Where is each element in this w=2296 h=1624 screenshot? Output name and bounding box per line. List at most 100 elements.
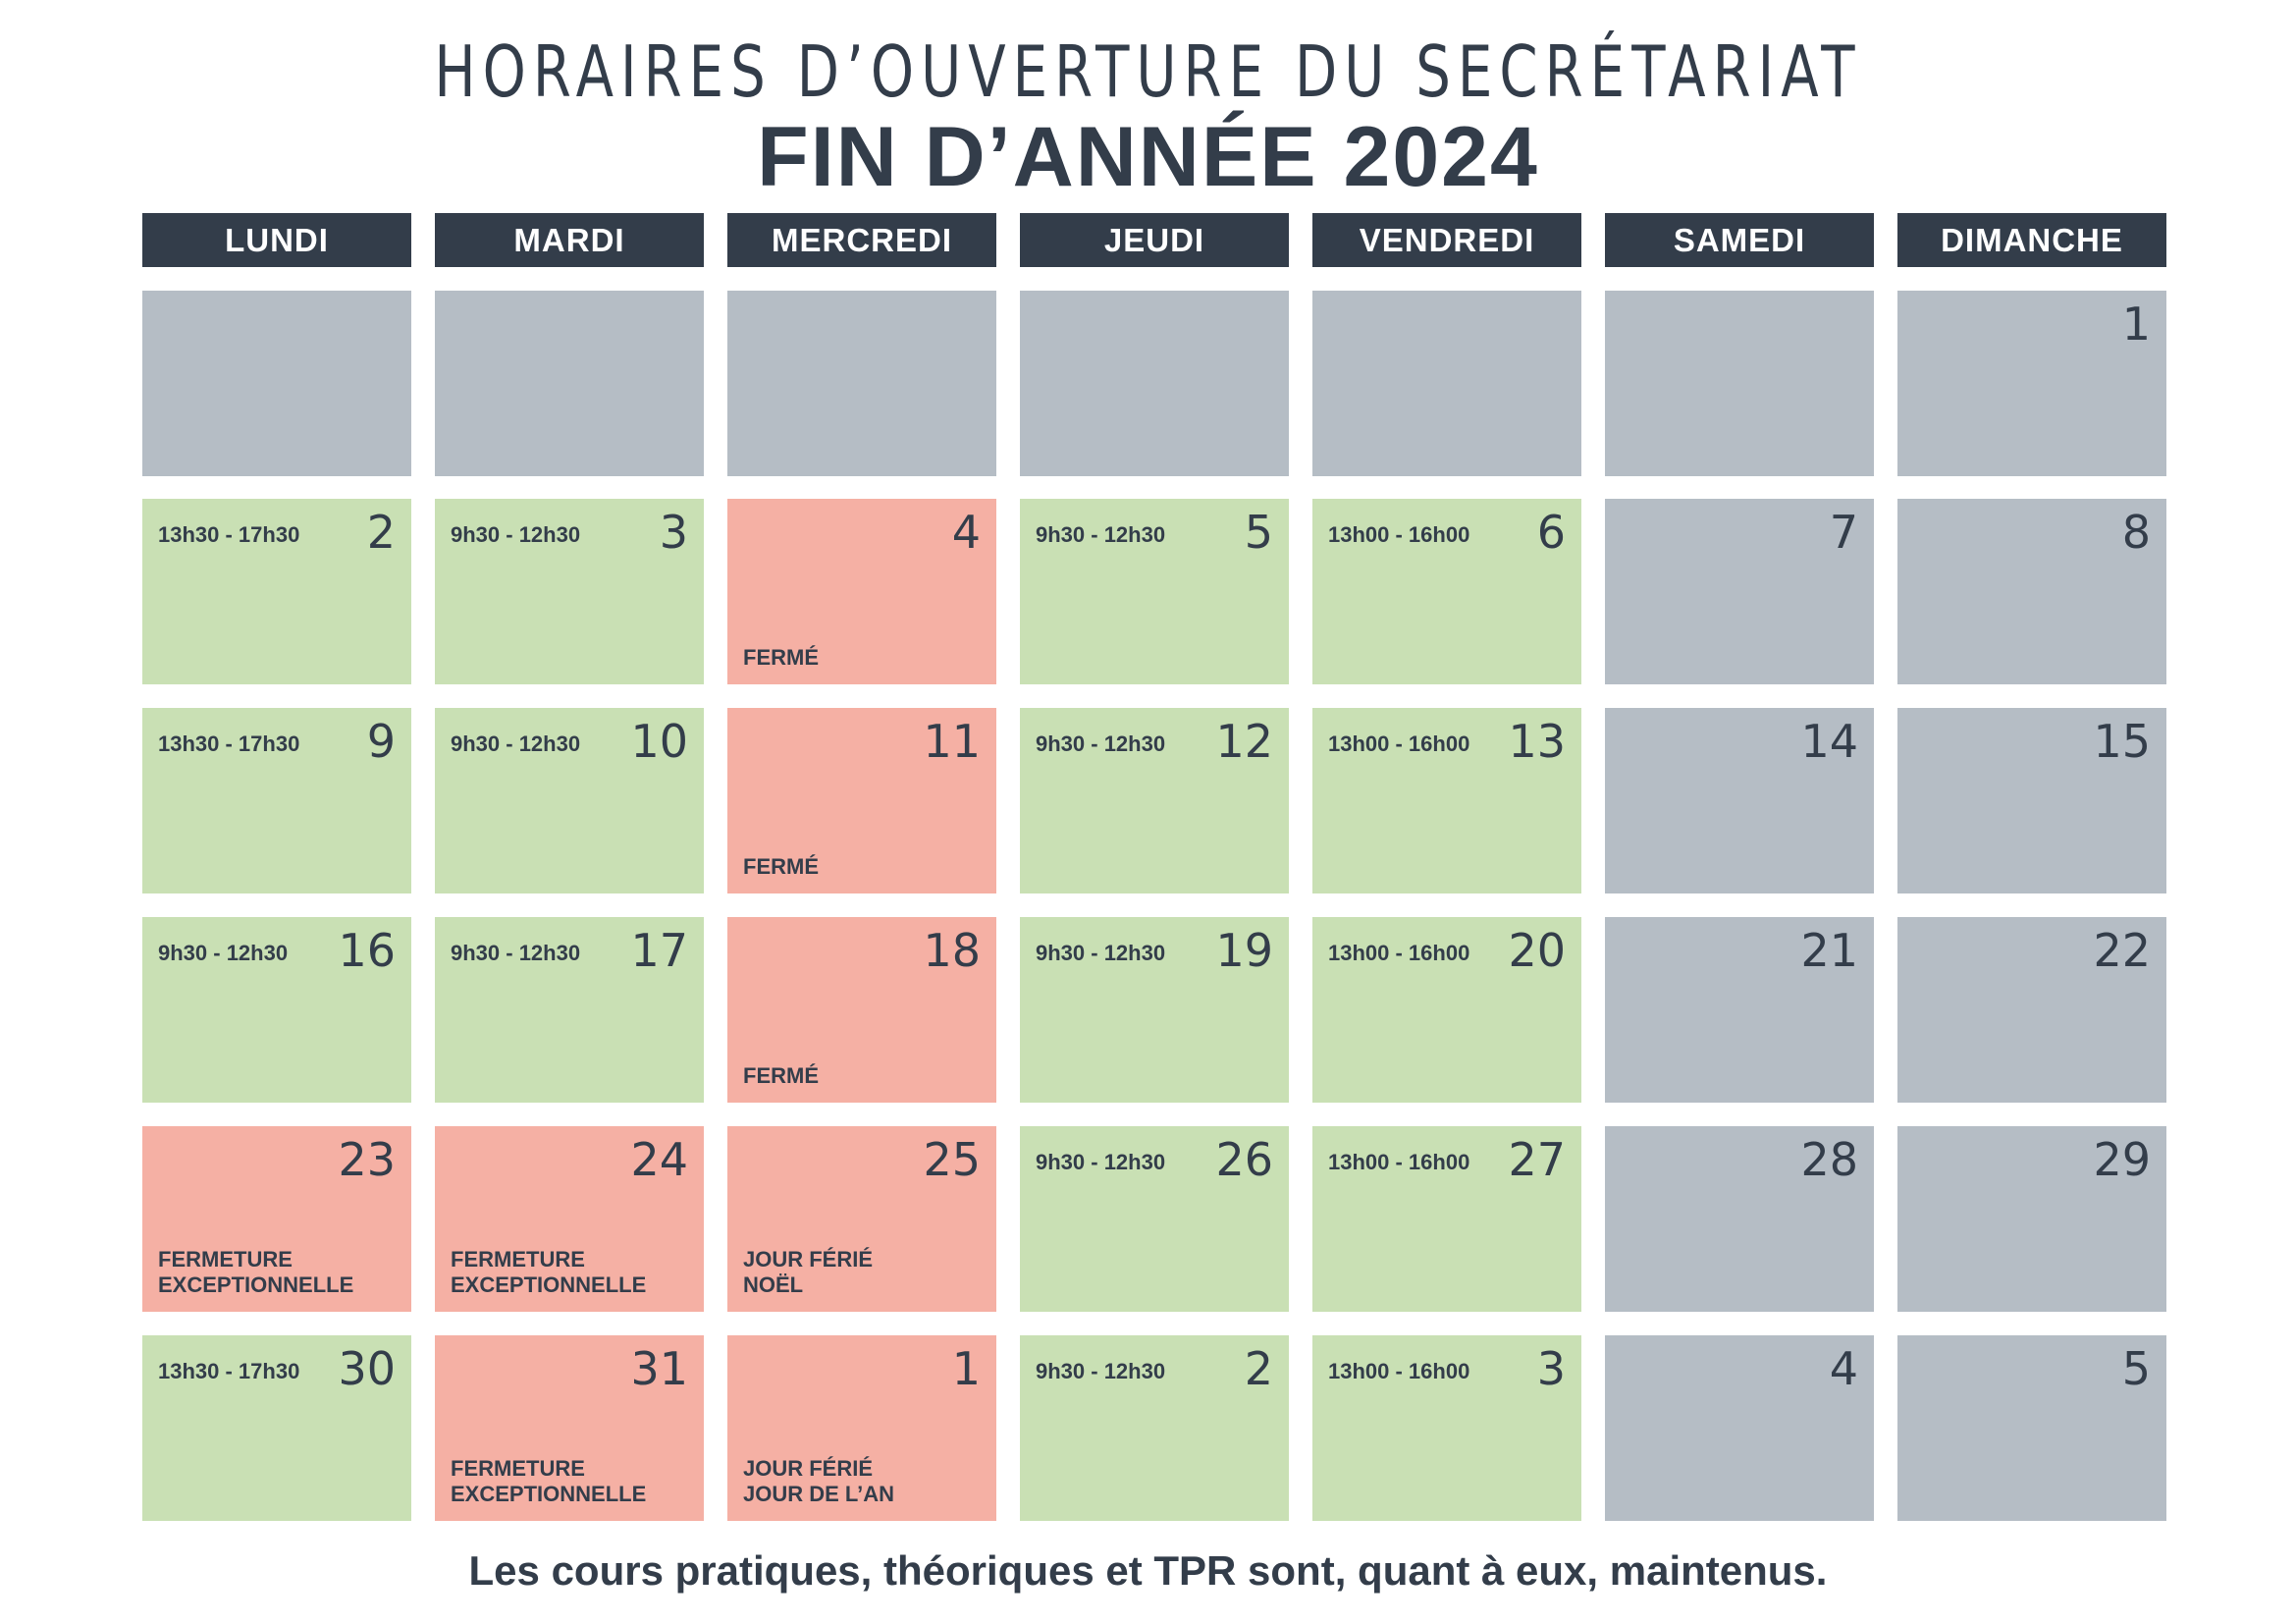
day-number: 31	[630, 1342, 688, 1395]
day-number: 24	[630, 1133, 688, 1186]
day-cell: 4	[1605, 1335, 1874, 1521]
day-number: 5	[1244, 506, 1273, 559]
day-cell: 4 FERMÉ	[727, 499, 996, 684]
weekday-header-jeudi: JEUDI	[1020, 213, 1289, 267]
closure-note-line: JOUR FÉRIÉ	[743, 1247, 874, 1272]
day-cell: 19 9h30 - 12h30	[1020, 917, 1289, 1103]
day-cell: 3 9h30 - 12h30	[435, 499, 704, 684]
day-number: 3	[1536, 1342, 1566, 1395]
day-number: 2	[366, 506, 396, 559]
day-cell: 1 JOUR FÉRIÉ JOUR DE L’AN	[727, 1335, 996, 1521]
day-number: 7	[1829, 506, 1858, 559]
day-cell	[1312, 291, 1581, 476]
closure-note: JOUR FÉRIÉ JOUR DE L’AN	[743, 1456, 894, 1507]
weekday-header-samedi: SAMEDI	[1605, 213, 1874, 267]
day-number: 28	[1800, 1133, 1858, 1186]
day-number: 17	[630, 924, 688, 977]
day-cell: 2 13h30 - 17h30	[142, 499, 411, 684]
closure-note-line: FERMETURE	[451, 1247, 585, 1272]
closure-note-line: JOUR FÉRIÉ	[743, 1456, 874, 1481]
closure-note: FERMETURE EXCEPTIONNELLE	[451, 1247, 646, 1298]
opening-hours: 13h00 - 16h00	[1328, 731, 1470, 756]
opening-hours: 13h30 - 17h30	[158, 1359, 300, 1383]
closure-note-line: FERMETURE	[158, 1247, 293, 1272]
day-cell: 27 13h00 - 16h00	[1312, 1126, 1581, 1312]
opening-hours: 9h30 - 12h30	[451, 941, 581, 965]
day-cell: 28	[1605, 1126, 1874, 1312]
day-cell: 23 FERMETURE EXCEPTIONNELLE	[142, 1126, 411, 1312]
weekday-header-dimanche: DIMANCHE	[1897, 213, 2166, 267]
closure-note-line: EXCEPTIONNELLE	[451, 1482, 647, 1506]
day-cell: 15	[1897, 708, 2166, 893]
day-cell: 5	[1897, 1335, 2166, 1521]
opening-hours: 13h30 - 17h30	[158, 731, 300, 756]
day-number: 27	[1508, 1133, 1566, 1186]
day-number: 11	[923, 715, 981, 768]
day-number: 1	[951, 1342, 981, 1395]
day-number: 19	[1215, 924, 1273, 977]
day-number: 4	[951, 506, 981, 559]
day-cell: 30 13h30 - 17h30	[142, 1335, 411, 1521]
day-number: 14	[1800, 715, 1858, 768]
day-cell: 21	[1605, 917, 1874, 1103]
page-subtitle: FIN D’ANNÉE 2024	[757, 110, 1539, 204]
day-number: 9	[366, 715, 396, 768]
day-number: 6	[1536, 506, 1566, 559]
footer-note: Les cours pratiques, théoriques et TPR s…	[468, 1547, 1828, 1594]
day-cell: 20 13h00 - 16h00	[1312, 917, 1581, 1103]
closure-note: JOUR FÉRIÉ NOËL	[743, 1247, 873, 1298]
day-cell: 14	[1605, 708, 1874, 893]
day-number: 21	[1800, 924, 1858, 977]
day-cell	[1605, 291, 1874, 476]
closure-note-line: FERMETURE	[451, 1456, 585, 1481]
day-number: 22	[2093, 924, 2151, 977]
day-cell: 31 FERMETURE EXCEPTIONNELLE	[435, 1335, 704, 1521]
day-cell: 16 9h30 - 12h30	[142, 917, 411, 1103]
day-number: 8	[2121, 506, 2151, 559]
closure-note: FERMÉ	[743, 854, 819, 880]
opening-hours: 9h30 - 12h30	[451, 522, 581, 547]
day-cell	[142, 291, 411, 476]
day-number: 26	[1215, 1133, 1273, 1186]
day-cell	[727, 291, 996, 476]
closure-note-line: JOUR DE L’AN	[743, 1482, 895, 1506]
day-number: 30	[338, 1342, 396, 1395]
day-cell: 24 FERMETURE EXCEPTIONNELLE	[435, 1126, 704, 1312]
day-cell: 22	[1897, 917, 2166, 1103]
closure-note: FERMÉ	[743, 1063, 819, 1089]
opening-hours: 9h30 - 12h30	[158, 941, 289, 965]
day-number: 5	[2121, 1342, 2151, 1395]
day-cell: 13 13h00 - 16h00	[1312, 708, 1581, 893]
day-cell: 9 13h30 - 17h30	[142, 708, 411, 893]
day-number: 2	[1244, 1342, 1273, 1395]
opening-hours: 9h30 - 12h30	[1036, 941, 1166, 965]
day-cell: 29	[1897, 1126, 2166, 1312]
day-number: 16	[338, 924, 396, 977]
day-cell: 11 FERMÉ	[727, 708, 996, 893]
closure-note-line: EXCEPTIONNELLE	[158, 1272, 354, 1297]
day-number: 15	[2093, 715, 2151, 768]
weekday-header-vendredi: VENDREDI	[1312, 213, 1581, 267]
day-number: 4	[1829, 1342, 1858, 1395]
day-cell: 25 JOUR FÉRIÉ NOËL	[727, 1126, 996, 1312]
day-cell: 1	[1897, 291, 2166, 476]
day-cell: 7	[1605, 499, 1874, 684]
day-number: 10	[630, 715, 688, 768]
day-cell: 6 13h00 - 16h00	[1312, 499, 1581, 684]
day-cell: 10 9h30 - 12h30	[435, 708, 704, 893]
day-cell	[435, 291, 704, 476]
opening-hours: 13h00 - 16h00	[1328, 1359, 1470, 1383]
opening-hours: 13h00 - 16h00	[1328, 941, 1470, 965]
closure-note-line: NOËL	[743, 1272, 804, 1297]
day-number: 25	[923, 1133, 981, 1186]
weekday-header-mardi: MARDI	[435, 213, 704, 267]
opening-hours: 9h30 - 12h30	[451, 731, 581, 756]
day-cell: 26 9h30 - 12h30	[1020, 1126, 1289, 1312]
day-cell: 5 9h30 - 12h30	[1020, 499, 1289, 684]
closure-note-line: FERMÉ	[743, 854, 819, 879]
day-number: 23	[338, 1133, 396, 1186]
day-cell: 17 9h30 - 12h30	[435, 917, 704, 1103]
page-title: HORAIRES D’OUVERTURE DU SECRÉTARIAT	[434, 30, 1862, 113]
opening-hours: 13h00 - 16h00	[1328, 1150, 1470, 1174]
opening-hours: 13h30 - 17h30	[158, 522, 300, 547]
